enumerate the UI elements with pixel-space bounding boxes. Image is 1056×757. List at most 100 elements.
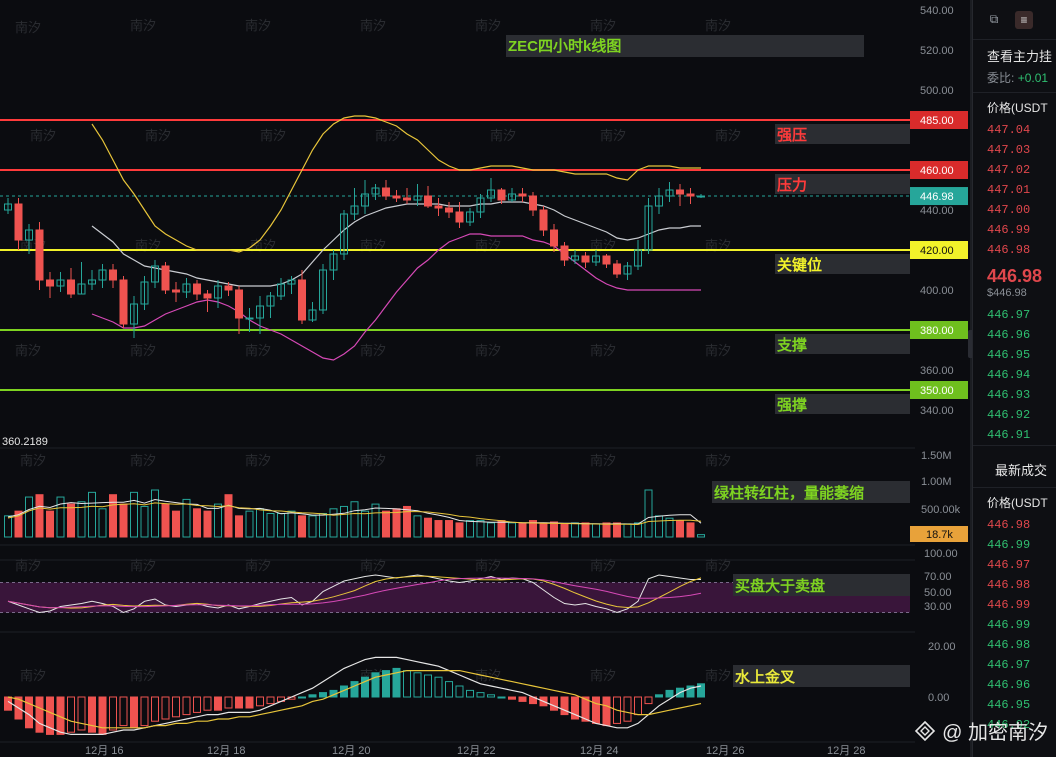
level-price-tag-text: 420.00 (920, 245, 954, 257)
macd-annotation: 水上金叉 (735, 668, 796, 686)
price-axis-tick: 440.00 (920, 205, 954, 217)
volume-bar (350, 501, 359, 538)
volume-bar (140, 505, 149, 538)
candle-body (476, 197, 485, 213)
level-label: 支撑 (776, 336, 807, 354)
volume-bar (224, 494, 233, 538)
bg-watermark-text: 南汐 (475, 343, 501, 358)
bollinger-lower-line (91, 233, 701, 361)
ask-price[interactable]: 447.02 (987, 163, 1031, 177)
candle-body (193, 283, 201, 295)
volume-bar (508, 522, 516, 538)
candle-body (613, 263, 621, 275)
volume-bar (287, 510, 296, 538)
volume-bar (434, 520, 443, 538)
macd-histogram-bar (77, 696, 86, 731)
volume-bar (403, 505, 411, 538)
volume-bar (382, 510, 390, 538)
bid-price[interactable]: 446.95 (987, 348, 1031, 362)
panel-resize-handle[interactable] (968, 330, 975, 358)
ratio-label: 委比: (987, 71, 1015, 85)
macd-histogram-bar (476, 692, 485, 698)
bid-price[interactable]: 446.94 (987, 368, 1031, 382)
ask-price[interactable]: 447.00 (987, 203, 1031, 217)
orderbook-title[interactable]: 查看主力挂 (987, 49, 1053, 64)
recent-trades-title[interactable]: 最新成交 (973, 445, 1056, 487)
volume-bar (329, 508, 338, 538)
bid-list: 446.97 446.96 446.95 446.94 446.93 446.92 446.… (973, 305, 1056, 445)
ask-price[interactable]: 446.99 (987, 223, 1031, 237)
bg-watermark-text: 南汐 (360, 558, 386, 573)
volume-bar (35, 494, 44, 538)
bg-watermark-text: 南汐 (490, 128, 516, 143)
level-price-tag (910, 321, 968, 339)
bg-watermark-text: 南汐 (590, 558, 616, 573)
candle-body (298, 279, 306, 321)
macd-histogram-bar (518, 696, 527, 702)
macd-histogram-bar (193, 696, 201, 713)
bg-watermark-text: 南汐 (245, 18, 271, 33)
macd-histogram-bar (67, 696, 75, 733)
candle-body (151, 265, 159, 283)
bid-price[interactable]: 446.97 (987, 308, 1031, 322)
candle-body (529, 195, 537, 211)
macd-histogram-bar (88, 696, 96, 733)
ask-price[interactable]: 447.03 (987, 143, 1031, 157)
candle-body (245, 317, 254, 320)
candle-body (130, 303, 138, 325)
bg-watermark-text: 南汐 (705, 558, 731, 573)
recent-trade-price: 446.98 (987, 578, 1031, 592)
candle-body (109, 269, 117, 281)
ask-price[interactable]: 447.01 (987, 183, 1031, 197)
watermark-text: @ 加密南汐 (942, 722, 1048, 744)
candle-body (382, 187, 390, 197)
volume-bar (613, 522, 621, 538)
volume-bar (361, 510, 369, 538)
volume-bar (319, 513, 327, 538)
candle-body (676, 189, 684, 195)
author-watermark: @ 加密南汐 (914, 716, 1048, 745)
candle-body (277, 283, 285, 297)
bid-price[interactable]: 446.93 (987, 388, 1031, 402)
depth-icon[interactable]: ≡ (1015, 10, 1033, 29)
candle-body (77, 283, 86, 295)
volume-axis-tick: 500.00k (921, 504, 961, 516)
volume-bar (676, 520, 684, 538)
level-price-tag-text: 350.00 (920, 385, 954, 397)
recent-trade-price: 446.92 (987, 718, 1031, 732)
macd-histogram-bar (623, 696, 632, 722)
low-marker-label: 360.2189 (2, 436, 48, 448)
candle-body (697, 195, 705, 198)
chart-area[interactable]: 南汐 南汐 南汐 南汐 南汐 南汐 南汐 南汐 南汐 南汐 南汐 南汐 南汐 南汐 南汐 南汐 南汐 南汐 南汐 南汐… (0, 0, 970, 757)
current-price-tag-text: 446.98 (920, 191, 954, 203)
bollinger-upper-line (91, 115, 701, 253)
candle-body (392, 195, 401, 199)
rsi-axis-tick: 30.00 (924, 601, 952, 613)
macd-histogram-bar (308, 694, 317, 698)
ratio-value: +0.01 (1017, 71, 1049, 85)
volume-bar (634, 522, 642, 538)
bg-watermark-text: 南汐 (245, 343, 271, 358)
layout-icon[interactable]: ⧉ (989, 12, 999, 26)
panel-divider[interactable] (970, 0, 972, 757)
level-label-box (775, 174, 910, 194)
chart-title: ZEC四小时k线图 (508, 37, 621, 55)
price-axis-tick: 400.00 (920, 285, 954, 297)
title-box (506, 35, 864, 57)
volume-bar (560, 523, 569, 538)
bg-watermark-text: 南汐 (475, 558, 501, 573)
macd-histogram-bar (224, 696, 233, 709)
bid-price[interactable]: 446.96 (987, 328, 1031, 342)
bid-price[interactable]: 446.92 (987, 408, 1031, 422)
bid-price[interactable]: 446.91 (987, 428, 1031, 442)
candle-body (224, 285, 233, 291)
macd-histogram-bar (602, 696, 611, 727)
macd-histogram-bar (130, 696, 138, 729)
ask-price[interactable]: 446.98 (987, 243, 1031, 257)
volume-bar (4, 515, 12, 538)
ask-price[interactable]: 447.04 (987, 123, 1031, 137)
bg-watermark-text: 南汐 (705, 343, 731, 358)
level-price-tag (910, 161, 968, 179)
candle-body (371, 187, 380, 195)
